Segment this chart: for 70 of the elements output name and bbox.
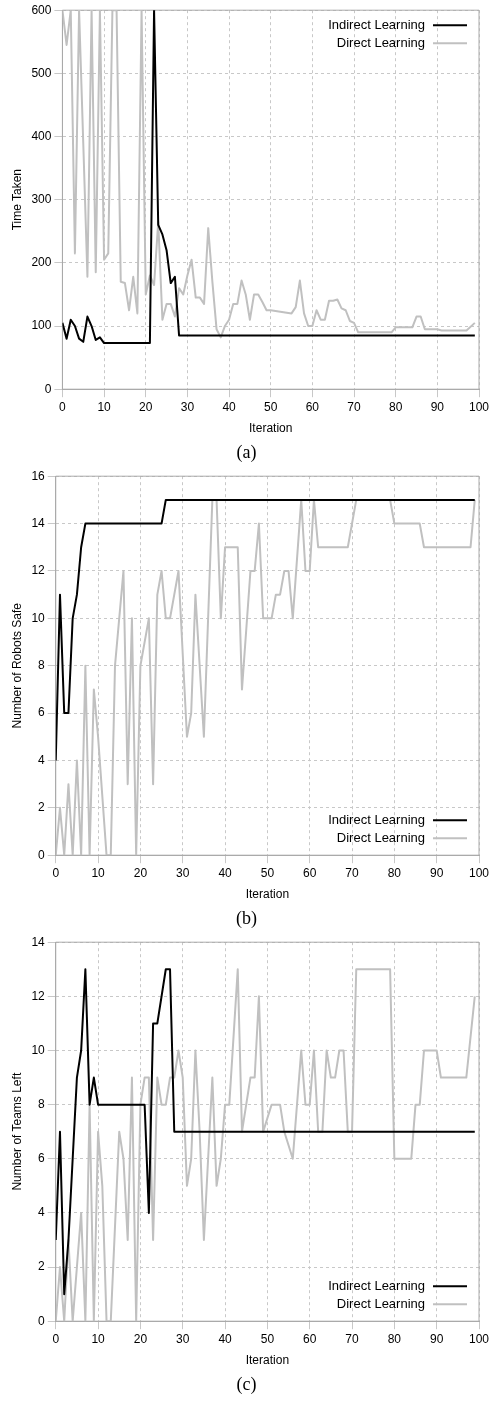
- x-tick-label: 70: [345, 1331, 360, 1346]
- x-tick-label: 90: [430, 1331, 444, 1346]
- y-tick-label: 0: [38, 847, 46, 862]
- legend-label: Direct Learning: [336, 1295, 425, 1311]
- x-tick-label: 50: [260, 865, 275, 880]
- y-tick-label: 14: [31, 515, 46, 530]
- legend-label: Indirect Learning: [328, 811, 425, 827]
- y-axis-title: Number of Teams Left: [9, 1072, 24, 1191]
- x-tick-label: 70: [345, 865, 360, 880]
- y-axis-title: Number of Robots Safe: [9, 602, 24, 729]
- text: (a): [235, 441, 258, 464]
- x-axis-title: Iteration: [249, 421, 293, 436]
- x-tick-label: 70: [347, 399, 362, 414]
- y-tick-label: 500: [31, 65, 52, 80]
- x-tick-label: 10: [91, 865, 106, 880]
- x-tick-label: 30: [176, 1331, 190, 1346]
- x-tick-label: 100: [468, 865, 490, 880]
- x-tick-label: 20: [133, 1331, 148, 1346]
- legend-label: Indirect Learning: [328, 1277, 425, 1293]
- y-tick-label: 4: [38, 1205, 46, 1220]
- x-tick-label: 20: [139, 399, 153, 414]
- y-tick-label: 4: [38, 752, 46, 767]
- x-tick-label: 100: [468, 399, 490, 414]
- x-tick-label: 40: [218, 865, 233, 880]
- y-tick-label: 600: [31, 2, 52, 17]
- y-tick-label: 6: [38, 705, 46, 720]
- x-tick-label: 60: [303, 865, 317, 880]
- x-axis-title: Iteration: [245, 887, 290, 902]
- x-tick-label: 100: [468, 1331, 490, 1346]
- y-tick-label: 10: [31, 610, 46, 625]
- y-tick-label: 0: [44, 381, 52, 396]
- y-tick-label: 8: [38, 1096, 46, 1111]
- y-tick-label: 100: [31, 318, 52, 333]
- x-tick-label: 40: [222, 399, 237, 414]
- x-tick-label: 90: [430, 865, 444, 880]
- y-tick-label: 400: [31, 128, 52, 143]
- y-tick-label: 10: [31, 1042, 46, 1057]
- x-tick-label: 60: [303, 1331, 317, 1346]
- legend-label: Indirect Learning: [328, 16, 425, 32]
- x-tick-label: 50: [264, 399, 278, 414]
- x-tick-label: 40: [218, 1331, 233, 1346]
- x-tick-label: 30: [180, 399, 195, 414]
- x-tick-label: 30: [176, 865, 190, 880]
- y-tick-label: 16: [31, 468, 46, 483]
- x-tick-label: 80: [387, 1331, 402, 1346]
- y-axis-title: Time Taken: [9, 169, 24, 231]
- x-tick-label: 10: [97, 399, 112, 414]
- y-tick-label: 8: [38, 658, 46, 673]
- x-axis-title: Iteration: [245, 1353, 290, 1368]
- x-tick-label: 20: [133, 865, 148, 880]
- y-tick-label: 14: [31, 934, 46, 949]
- y-tick-label: 2: [38, 800, 46, 815]
- legend-label: Direct Learning: [336, 34, 425, 50]
- y-tick-label: 12: [31, 988, 46, 1003]
- text: (b): [235, 907, 258, 930]
- x-tick-label: 90: [430, 399, 445, 414]
- x-tick-label: 50: [260, 1331, 275, 1346]
- y-tick-label: 300: [31, 192, 52, 207]
- y-tick-label: 200: [31, 255, 52, 270]
- x-tick-label: 80: [387, 865, 402, 880]
- x-tick-label: 0: [59, 399, 67, 414]
- y-tick-label: 0: [38, 1313, 46, 1328]
- y-tick-label: 6: [38, 1151, 46, 1166]
- text: (c): [235, 1373, 258, 1396]
- y-tick-label: 2: [38, 1259, 46, 1274]
- y-tick-label: 12: [31, 563, 46, 578]
- x-tick-label: 80: [389, 399, 403, 414]
- x-tick-label: 10: [91, 1331, 106, 1346]
- x-tick-label: 60: [305, 399, 320, 414]
- legend-label: Direct Learning: [336, 829, 425, 845]
